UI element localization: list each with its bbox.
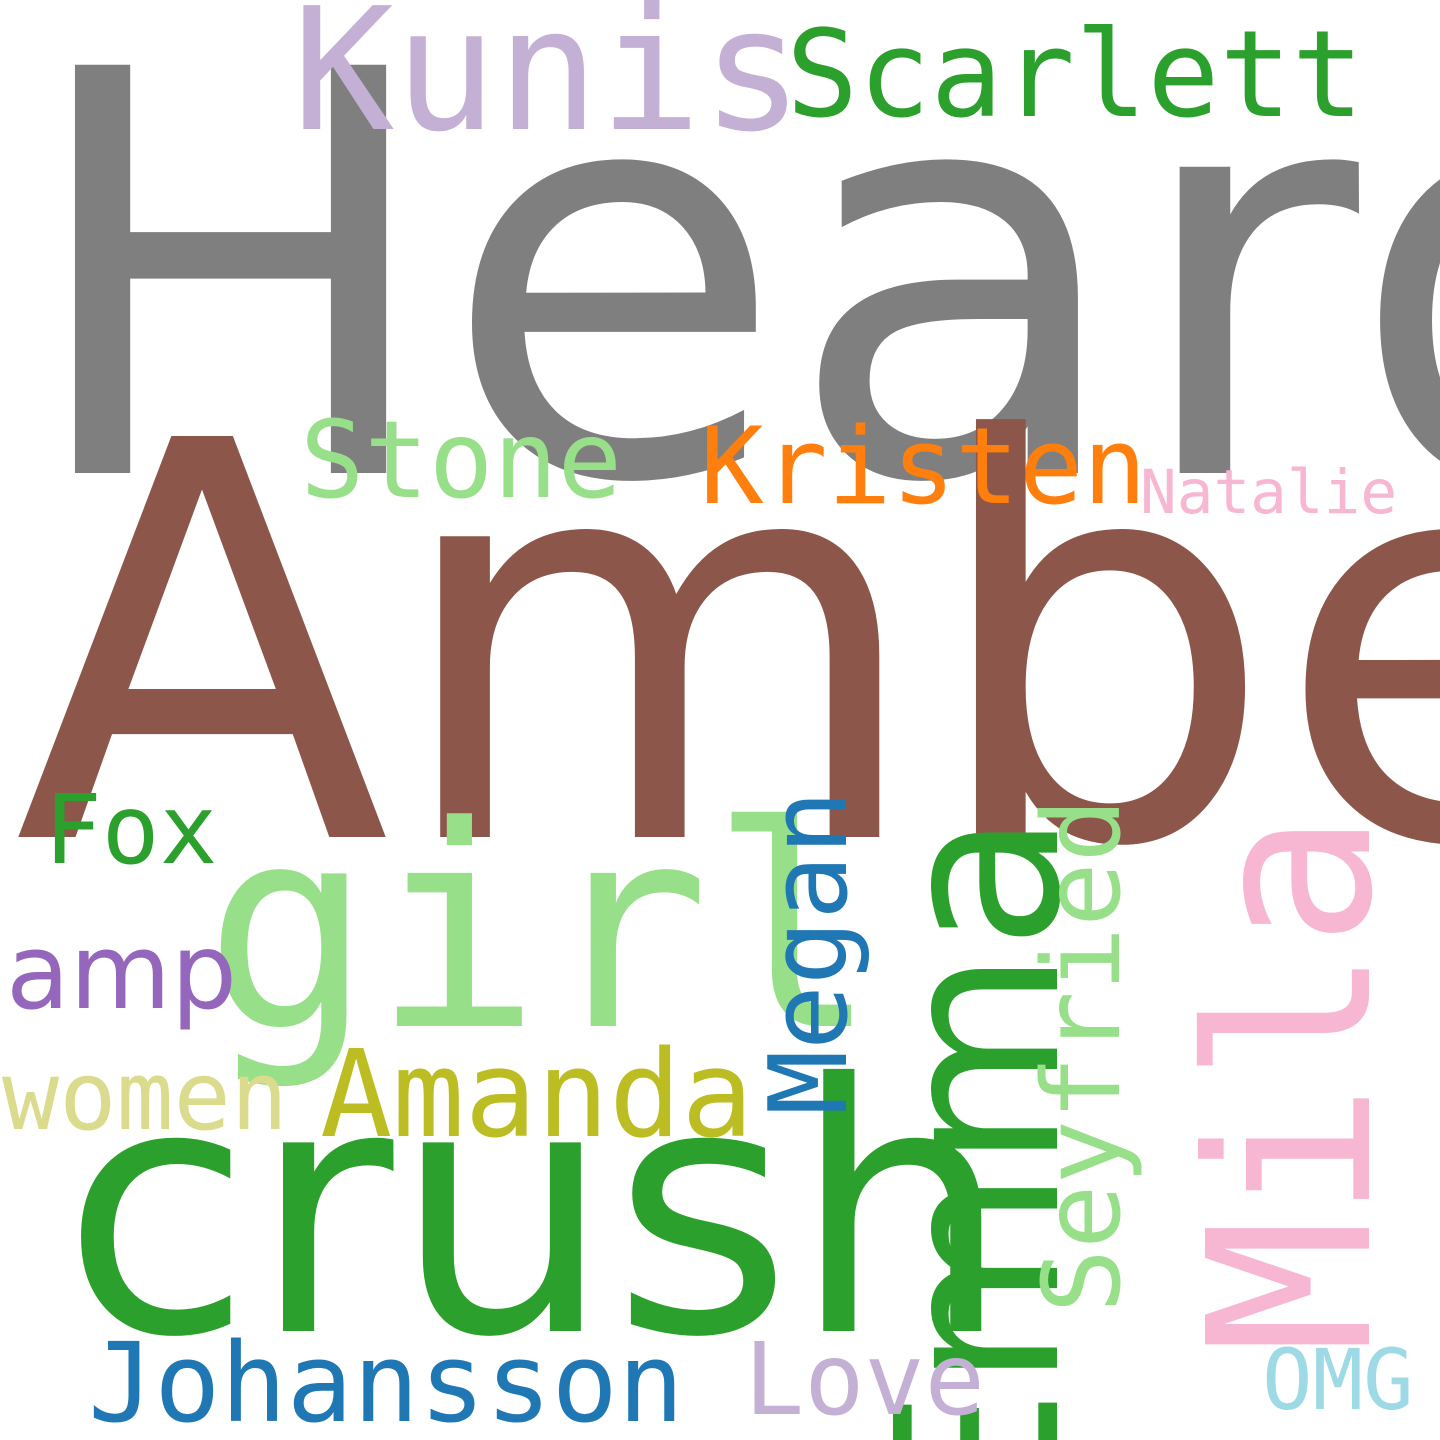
word-amber: Amber — [14, 326, 1440, 967]
word-omg: OMG — [1262, 1331, 1414, 1429]
word-crush: crush — [62, 1012, 1011, 1413]
word-kunis: Kunis — [292, 0, 804, 170]
word-seyfried: Seyfried — [1021, 798, 1145, 1314]
word-scarlett: Scarlett — [786, 6, 1364, 145]
word-girl: girl — [204, 767, 879, 1093]
word-stone: Stone — [300, 399, 623, 523]
word-mila: Mila — [1161, 812, 1423, 1354]
word-natalie: Natalie — [1140, 457, 1398, 528]
word-women: women — [2, 1042, 288, 1152]
word-amp: amp — [6, 911, 238, 1033]
word-love: Love — [744, 1321, 985, 1438]
word-fox: Fox — [44, 774, 218, 886]
word-megan: Megan — [747, 790, 872, 1116]
word-amanda: Amanda — [320, 1026, 754, 1165]
word-heard: Heard — [20, 0, 1440, 606]
word-johansson: Johansson — [88, 1319, 685, 1440]
word-kristen: Kristen — [700, 405, 1147, 528]
